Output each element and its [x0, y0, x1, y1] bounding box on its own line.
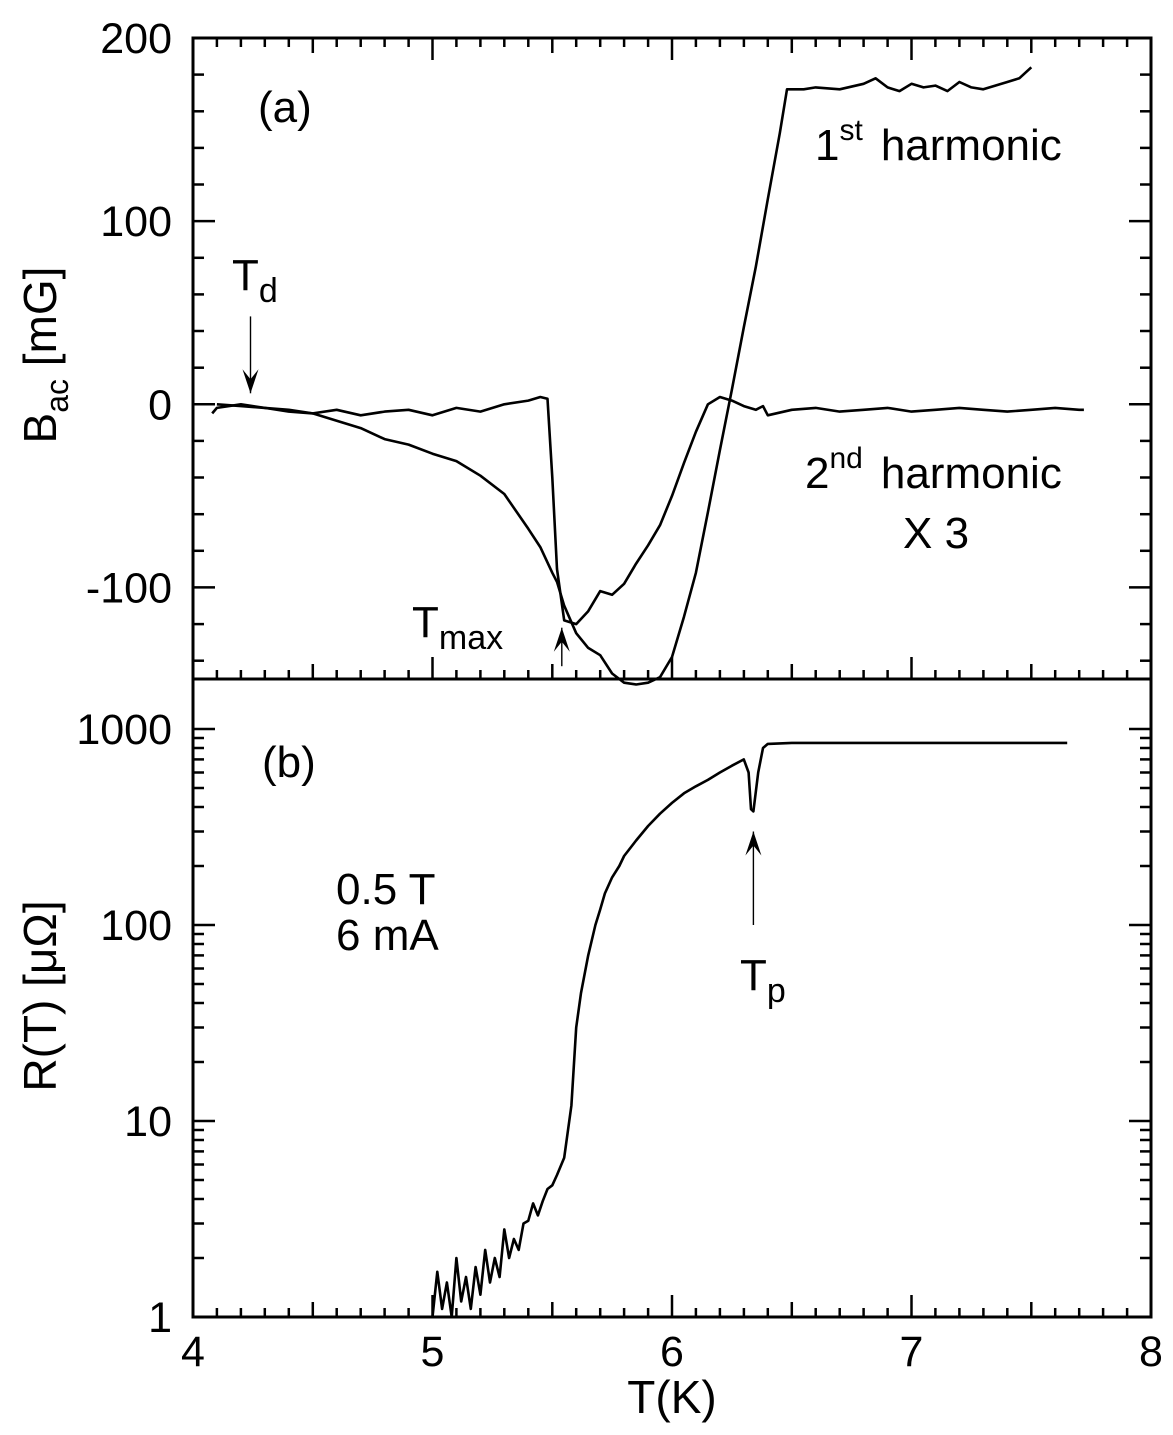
td-arrow-head [242, 369, 259, 394]
panel-b-frame [191, 677, 1153, 1319]
panel-a-curves [211, 66, 1084, 686]
panel-b-y-axis-label: R(T) [μΩ] [14, 900, 66, 1091]
panel-b-ticks [191, 727, 1153, 1319]
x-axis-label: T(K) [627, 1371, 716, 1423]
y-tick-label: 0 [148, 381, 172, 429]
y-tick-label: 1000 [76, 706, 172, 754]
tmax-arrow-head [553, 627, 570, 652]
panel-a-y-tick-labels: 200 100 0 -100 [86, 15, 172, 612]
panel-a-arrows [242, 316, 570, 667]
panel-a-label: (a) [258, 83, 312, 132]
x-tick-label: 8 [1139, 1328, 1163, 1376]
panel-b-label: (b) [262, 738, 316, 787]
tp-arrow-head [745, 831, 762, 856]
current-condition: 6 mA [336, 911, 439, 960]
panel-b: 1 10 100 1000 4 5 6 7 8 (b) R(T) [μΩ] T(K) 0.5 … [14, 677, 1163, 1423]
panel-b-y-tick-labels: 1 10 100 1000 [76, 706, 172, 1342]
first-harmonic-curve [216, 66, 1033, 686]
second-harmonic-label: 2nd harmonic [805, 442, 1062, 498]
x-tick-label: 7 [900, 1328, 924, 1376]
x-tick-label: 5 [421, 1328, 445, 1376]
y-tick-label: 200 [100, 15, 172, 63]
tmax-annotation: Tmax [412, 598, 503, 657]
y-tick-label: 100 [100, 198, 172, 246]
second-harmonic-curve [211, 395, 1084, 626]
y-tick-label: 10 [124, 1098, 172, 1146]
second-harmonic-scale-label: X 3 [903, 509, 969, 558]
x-tick-labels: 4 5 6 7 8 [181, 1328, 1163, 1376]
panel-b-curves [431, 741, 1068, 1319]
y-tick-label: 1 [148, 1294, 172, 1342]
x-tick-label: 4 [181, 1328, 205, 1376]
resistance-curve [431, 741, 1068, 1319]
first-harmonic-label: 1st harmonic [815, 114, 1062, 170]
panel-a: 200 100 0 -100 (a) Bac [mG] 1st harmonic 2nd… [14, 15, 1153, 686]
y-tick-label: -100 [86, 564, 172, 612]
panel-a-y-axis-label: Bac [mG] [14, 267, 75, 444]
td-annotation: Td [232, 251, 278, 310]
y-tick-label: 100 [100, 902, 172, 950]
tp-annotation: Tp [740, 951, 786, 1010]
field-condition: 0.5 T [336, 865, 435, 914]
x-tick-label: 6 [660, 1328, 684, 1376]
panel-b-arrows [745, 831, 762, 925]
